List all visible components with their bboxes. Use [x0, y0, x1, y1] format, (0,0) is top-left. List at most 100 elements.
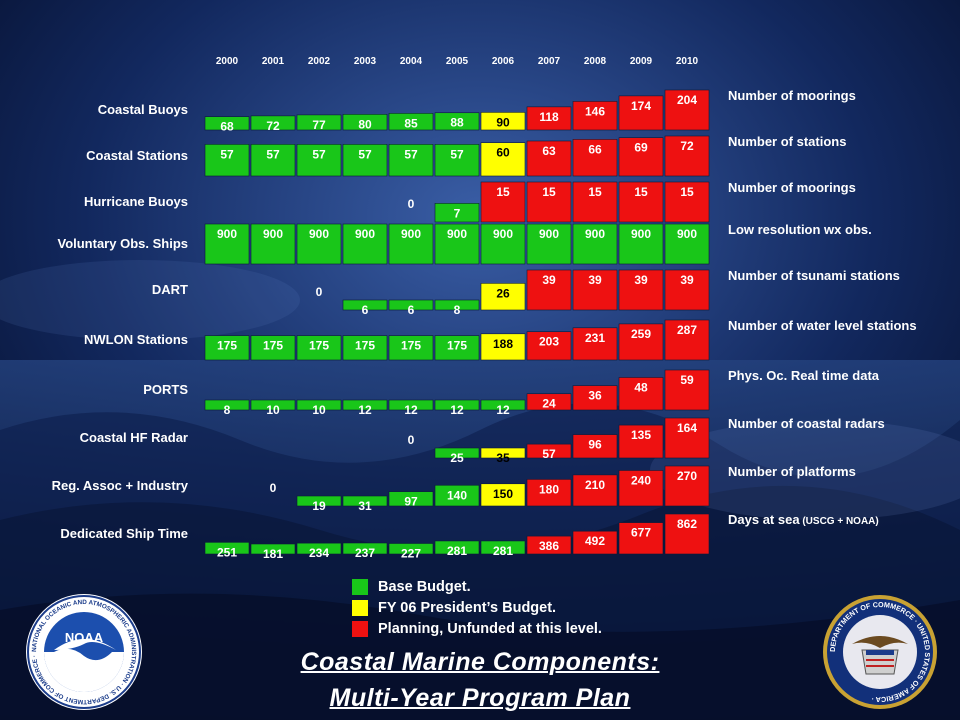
cell-value-dedicated-ship-time-2006: 281	[493, 544, 513, 558]
cell-voluntary-obs-ships-2009	[618, 223, 664, 265]
cell-value-coastal-buoys-2001: 72	[266, 119, 280, 133]
cell-coastal-hf-radar-2006	[480, 447, 526, 459]
cell-coastal-stations-2006	[480, 142, 526, 177]
cell-ports-2010	[664, 369, 710, 411]
cell-dedicated-ship-time-2010	[664, 513, 710, 555]
cell-coastal-buoys-2003	[342, 114, 388, 131]
year-header: 2000 2001 2002 2003 2004 2005 2006 2007 2008 2009…	[216, 56, 699, 67]
cell-value-dedicated-ship-time-2004: 227	[401, 546, 421, 560]
cell-value-coastal-hf-radar-2010: 164	[677, 421, 697, 435]
cell-value-voluntary-obs-ships-2003: 900	[355, 227, 375, 241]
cell-value-dedicated-ship-time-2007: 386	[539, 539, 559, 553]
cell-value-coastal-stations-2006: 60	[496, 146, 510, 160]
row-label-ports: PORTS	[143, 382, 188, 397]
unit-label-dart: Number of tsunami stations	[728, 268, 900, 283]
cell-voluntary-obs-ships-2006	[480, 223, 526, 265]
cell-value-coastal-hf-radar-2009: 135	[631, 428, 651, 442]
cell-reg-assoc-industry-2010	[664, 465, 710, 507]
cell-hurricane-buoys-2005	[434, 203, 480, 223]
cell-value-ports-2009: 48	[634, 380, 648, 394]
cell-value-nwlon-stations-2008: 231	[585, 331, 605, 345]
legend-label-base: Base Budget.	[378, 578, 471, 595]
cell-coastal-buoys-2007	[526, 106, 572, 131]
cell-value-ports-2005: 12	[450, 403, 464, 417]
cell-value-coastal-hf-radar-2005: 25	[450, 451, 464, 465]
cell-coastal-buoys-2004	[388, 113, 434, 131]
cell-voluntary-obs-ships-2000	[204, 223, 250, 265]
cell-value-dart-2008: 39	[588, 273, 602, 287]
cell-value-hurricane-buoys-2006: 15	[496, 185, 510, 199]
cell-value-coastal-stations-2004: 57	[404, 147, 418, 161]
department-of-commerce-seal: DEPARTMENT OF COMMERCE · UNITED STATES O…	[823, 595, 937, 709]
cell-nwlon-stations-2006	[480, 333, 526, 361]
cell-nwlon-stations-2005	[434, 335, 480, 361]
cell-coastal-stations-2008	[572, 139, 618, 177]
cell-value-reg-assoc-industry-2008: 210	[585, 478, 605, 492]
cell-voluntary-obs-ships-2001	[250, 223, 296, 265]
unit-label-dedicated-ship-time: Days at sea (USCG + NOAA)	[728, 512, 879, 527]
cell-value-coastal-buoys-2009: 174	[631, 99, 651, 113]
cell-value-nwlon-stations-2006: 188	[493, 337, 513, 351]
cell-value-reg-assoc-industry-2006: 150	[493, 487, 513, 501]
unit-label-coastal-stations: Number of stations	[728, 134, 846, 149]
cell-coastal-stations-2004	[388, 144, 434, 177]
year-label-2002: 2002	[308, 56, 331, 67]
cell-dedicated-ship-time-2000	[204, 542, 250, 555]
cell-value-reg-assoc-industry-2009: 240	[631, 473, 651, 487]
cell-reg-assoc-industry-2006	[480, 483, 526, 507]
cell-dedicated-ship-time-2002	[296, 542, 342, 555]
cell-value-dart-2010: 39	[680, 273, 694, 287]
year-label-2007: 2007	[538, 56, 561, 67]
cell-dart-2005	[434, 299, 480, 311]
cell-value-coastal-hf-radar-2004: 0	[408, 433, 415, 447]
unit-label-nwlon-stations: Number of water level stations	[728, 318, 917, 333]
cell-value-coastal-buoys-2010: 204	[677, 93, 697, 107]
cell-nwlon-stations-2002	[296, 335, 342, 361]
cell-value-ports-2010: 59	[680, 373, 694, 387]
cell-ports-2004	[388, 399, 434, 411]
cell-value-dart-2007: 39	[542, 273, 556, 287]
row-label-hurricane-buoys: Hurricane Buoys	[84, 194, 188, 209]
cell-coastal-hf-radar-2009	[618, 424, 664, 459]
cell-value-dedicated-ship-time-2002: 234	[309, 546, 329, 560]
row-label-dedicated-ship-time: Dedicated Ship Time	[60, 526, 188, 541]
cell-value-nwlon-stations-2000: 175	[217, 339, 237, 353]
cell-value-coastal-stations-2007: 63	[542, 144, 556, 158]
cell-nwlon-stations-2009	[618, 323, 664, 361]
cell-value-ports-2004: 12	[404, 403, 418, 417]
cell-value-coastal-stations-2005: 57	[450, 147, 464, 161]
cell-value-reg-assoc-industry-2010: 270	[677, 469, 697, 483]
cell-coastal-buoys-2008	[572, 101, 618, 131]
cell-value-coastal-hf-radar-2008: 96	[588, 438, 602, 452]
cell-value-ports-2000: 8	[224, 403, 231, 417]
unit-labels: Number of moorings Number of stations Numb…	[728, 88, 917, 527]
legend-swatch-planning	[352, 620, 368, 637]
cell-value-nwlon-stations-2005: 175	[447, 339, 467, 353]
cell-dedicated-ship-time-2008	[572, 530, 618, 555]
cell-value-voluntary-obs-ships-2007: 900	[539, 227, 559, 241]
cell-dedicated-ship-time-2003	[342, 542, 388, 555]
unit-label-coastal-buoys: Number of moorings	[728, 88, 856, 103]
cell-coastal-stations-2005	[434, 144, 480, 177]
cell-coastal-stations-2009	[618, 137, 664, 177]
cell-coastal-stations-2003	[342, 144, 388, 177]
cell-dart-2007	[526, 269, 572, 311]
cell-voluntary-obs-ships-2008	[572, 223, 618, 265]
row-label-coastal-stations: Coastal Stations	[86, 148, 188, 163]
unit-label-coastal-hf-radar: Number of coastal radars	[728, 416, 885, 431]
cell-nwlon-stations-2010	[664, 319, 710, 361]
cell-value-ports-2006: 12	[496, 403, 510, 417]
cell-coastal-hf-radar-2010	[664, 417, 710, 459]
cell-value-coastal-stations-2002: 57	[312, 147, 326, 161]
cell-dedicated-ship-time-2004	[388, 543, 434, 555]
cell-value-nwlon-stations-2001: 175	[263, 339, 283, 353]
cell-coastal-buoys-2005	[434, 112, 480, 131]
cell-value-hurricane-buoys-2010: 15	[680, 185, 694, 199]
cell-value-coastal-stations-2003: 57	[358, 147, 372, 161]
year-label-2010: 2010	[676, 56, 699, 67]
cell-value-reg-assoc-industry-2007: 180	[539, 482, 559, 496]
cell-voluntary-obs-ships-2005	[434, 223, 480, 265]
cell-value-dart-2006: 26	[496, 286, 510, 300]
year-label-2000: 2000	[216, 56, 239, 67]
